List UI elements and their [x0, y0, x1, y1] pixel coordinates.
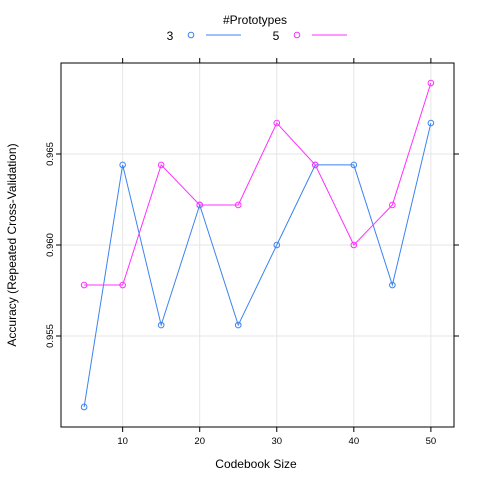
- legend-marker: [187, 31, 195, 39]
- data-point: [80, 403, 88, 411]
- data-point: [80, 281, 88, 289]
- plot-frame: [60, 62, 455, 428]
- axes: 10 20 30 40 50 0.955 0.960 0.965: [45, 58, 459, 447]
- legend-title: #Prototypes: [223, 13, 287, 27]
- data-point: [157, 161, 165, 169]
- data-point: [389, 281, 396, 289]
- series-line: [84, 82, 432, 286]
- legend-marker: [293, 31, 301, 39]
- series-5: [80, 79, 435, 289]
- x-tick-label: 50: [426, 436, 437, 447]
- legend-entry-3: 3: [167, 29, 241, 43]
- data-point: [119, 281, 126, 289]
- data-point: [427, 119, 435, 127]
- y-tick-label: 0.955: [45, 324, 56, 348]
- data-point: [157, 321, 165, 329]
- series-layer: [80, 79, 435, 411]
- y-tick-label: 0.965: [45, 142, 56, 166]
- legend-entry-5: 5: [273, 29, 347, 43]
- x-tick-label: 20: [194, 436, 205, 447]
- y-axis-title: Accuracy (Repeated Cross-Validation): [5, 143, 19, 346]
- x-axis-title: Codebook Size: [215, 457, 297, 471]
- x-tick-label: 10: [117, 436, 128, 447]
- data-point: [389, 201, 396, 209]
- data-point: [273, 241, 281, 249]
- data-point: [350, 241, 358, 249]
- data-point: [119, 161, 126, 169]
- grid: [61, 63, 454, 427]
- data-point: [196, 201, 204, 209]
- legend-label: 3: [167, 29, 174, 43]
- data-point: [350, 161, 358, 169]
- data-point: [234, 321, 242, 329]
- data-point: [234, 201, 242, 209]
- data-point: [273, 119, 281, 127]
- data-point: [427, 79, 435, 87]
- data-point: [311, 161, 319, 169]
- x-tick-label: 40: [349, 436, 360, 447]
- legend-label: 5: [273, 29, 280, 43]
- y-tick-label: 0.960: [45, 233, 56, 257]
- x-tick-label: 30: [271, 436, 282, 447]
- series-line: [83, 122, 432, 408]
- legend: #Prototypes 3 5: [167, 13, 347, 43]
